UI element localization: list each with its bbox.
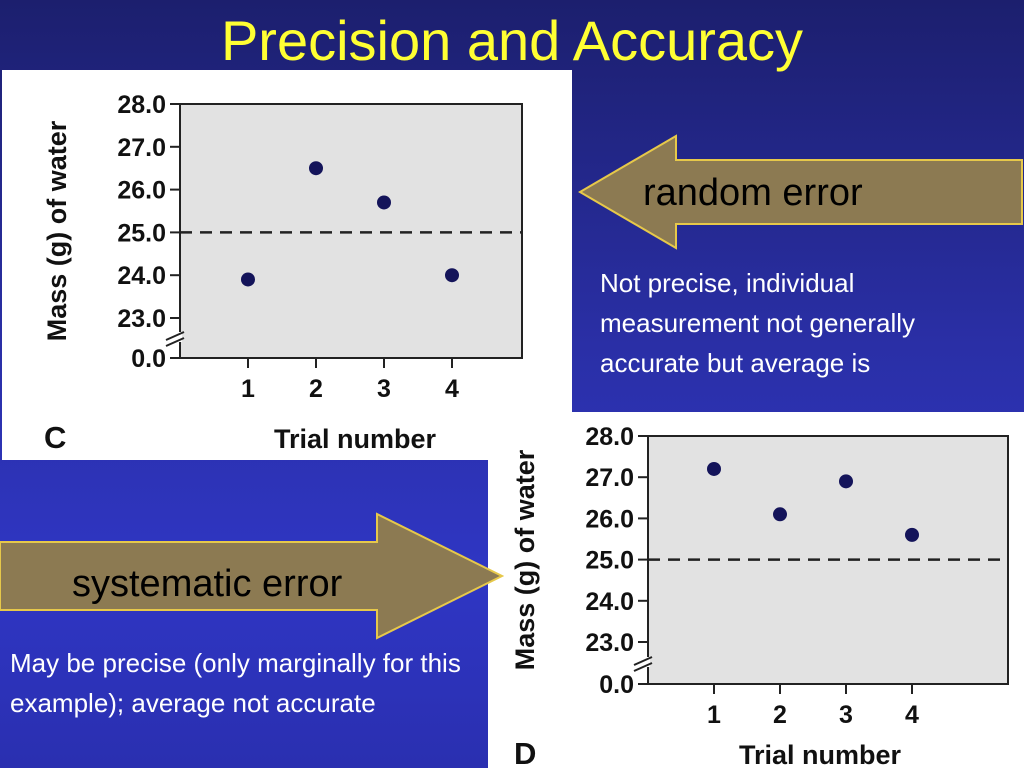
chart-c-y-tick-label: 24.0 — [117, 262, 166, 290]
chart-d-x-tick-label: 3 — [839, 701, 853, 729]
chart-c-y-axis-title: Mass (g) of water — [42, 120, 72, 341]
chart-d-x-tick-label: 2 — [773, 701, 787, 729]
chart-c-y-tick-label: 0.0 — [131, 345, 166, 373]
chart-panel-d: 28.0 27.0 26.0 25.0 24.0 23.0 0.0 1 2 3 4 Trial num… — [488, 412, 1024, 768]
chart-c-axis-break-mark — [165, 337, 185, 347]
chart-c-y-tick-label: 26.0 — [117, 177, 166, 205]
chart-c-axis-break-mark — [165, 331, 185, 341]
chart-d-y-tick-label: 23.0 — [585, 629, 634, 657]
chart-d-y-tick-label: 26.0 — [585, 505, 634, 533]
chart-d-panel-letter: D — [514, 736, 536, 768]
chart-c-y-tick-label: 25.0 — [117, 219, 166, 247]
chart-d-y-axis-title: Mass (g) of water — [510, 449, 540, 670]
systematic-error-note: May be precise (only marginally for this… — [10, 648, 461, 718]
random-error-arrow — [578, 134, 1023, 250]
chart-d-data-point — [773, 507, 787, 522]
chart-d-y-tick-label: 28.0 — [585, 423, 634, 451]
chart-d-x-axis-title: Trial number — [739, 740, 902, 768]
chart-d-x-tick-label: 1 — [707, 701, 721, 729]
chart-d-data-point — [707, 461, 721, 476]
chart-c-x-axis-title: Trial number — [274, 424, 437, 454]
chart-c-data-point — [241, 272, 255, 287]
chart-d-axis-break-mark — [633, 662, 653, 672]
chart-c-data-point — [377, 195, 391, 210]
chart-d-y-tick-label: 24.0 — [585, 588, 634, 616]
slide-title: Precision and Accuracy — [220, 9, 804, 72]
chart-d-y-tick-label: 0.0 — [599, 671, 634, 699]
chart-c-x-tick-label: 4 — [445, 375, 459, 403]
chart-c-plot-area — [179, 103, 523, 359]
chart-d-y-tick-label: 25.0 — [585, 547, 634, 575]
chart-c-y-tick-label: 23.0 — [117, 305, 166, 333]
chart-d-x-tick-label: 4 — [905, 701, 919, 729]
chart-c: 28.0 27.0 26.0 25.0 24.0 23.0 0.0 1 2 3 4 Trial num… — [42, 91, 523, 455]
chart-c-data-point — [309, 161, 323, 176]
chart-c-y-tick-label: 28.0 — [117, 91, 166, 119]
chart-d-axis-break-mark — [633, 656, 653, 666]
chart-c-x-tick-label: 1 — [241, 375, 255, 403]
random-error-note: Not precise, individual measurement not … — [600, 268, 916, 378]
chart-d-y-tick-label: 27.0 — [585, 464, 634, 492]
chart-c-x-tick-label: 2 — [309, 375, 323, 403]
chart-d-data-point — [905, 527, 919, 542]
chart-c-panel-letter: C — [44, 420, 66, 455]
chart-c-data-point — [445, 268, 459, 283]
systematic-error-arrow — [0, 512, 504, 640]
chart-d-data-point — [839, 474, 853, 489]
chart-c-y-tick-label: 27.0 — [117, 134, 166, 162]
chart-c-x-tick-label: 3 — [377, 375, 391, 403]
random-error-label: random error — [643, 172, 863, 214]
chart-panel-c: 28.0 27.0 26.0 25.0 24.0 23.0 0.0 1 2 3 4 Trial num… — [2, 70, 572, 460]
systematic-error-label: systematic error — [72, 563, 343, 605]
